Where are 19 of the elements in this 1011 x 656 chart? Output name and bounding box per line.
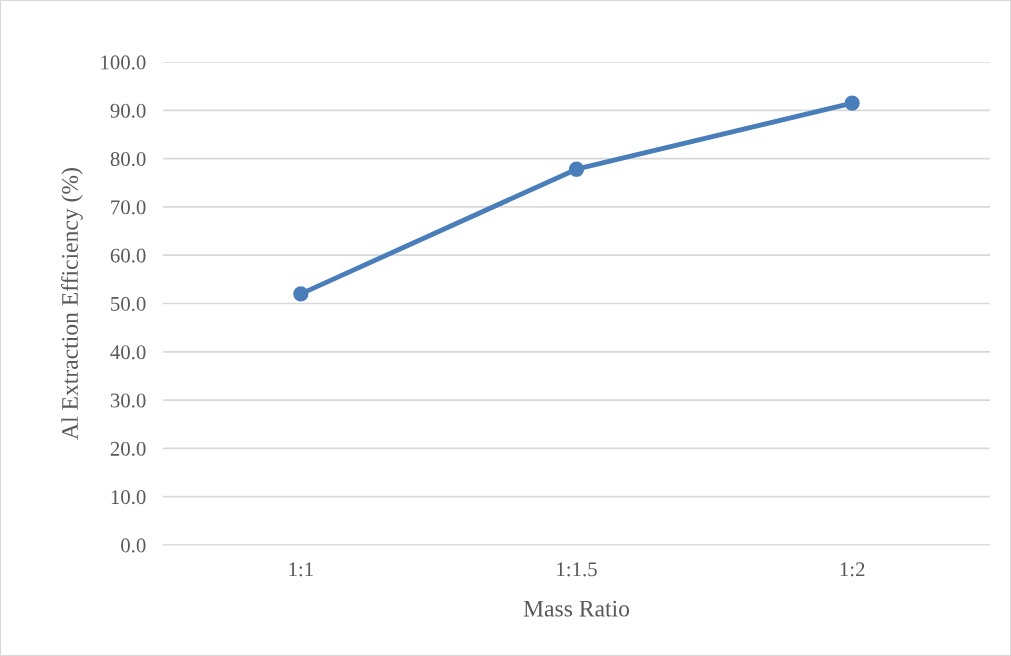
x-tick-label: 1:1 [289,562,313,577]
y-tick-label: 30.0 [110,393,146,408]
y-tick-label: 0.0 [121,538,146,553]
y-tick-label: 70.0 [111,200,146,215]
y-tick-label: 80.0 [110,151,146,167]
x-tick-label: 1:1.5 [557,562,597,577]
point [844,95,860,111]
point [293,286,309,302]
point [568,161,585,177]
x-axis-title: Mass Ratio [523,600,630,617]
x-tick-label: 1:2 [840,562,865,577]
y-tick-label: 50.0 [111,296,146,312]
y-tick-label: 40.0 [110,345,146,360]
y-axis-title: Al Extraction Efficiency (%) [61,168,83,440]
y-tick-label: 100.0 [101,55,146,70]
y-tick-label: 90.0 [110,103,146,118]
y-tick-label: 20.0 [110,441,146,456]
y-tick-label: 10.0 [111,490,146,505]
y-tick-label: 60.0 [110,248,146,263]
